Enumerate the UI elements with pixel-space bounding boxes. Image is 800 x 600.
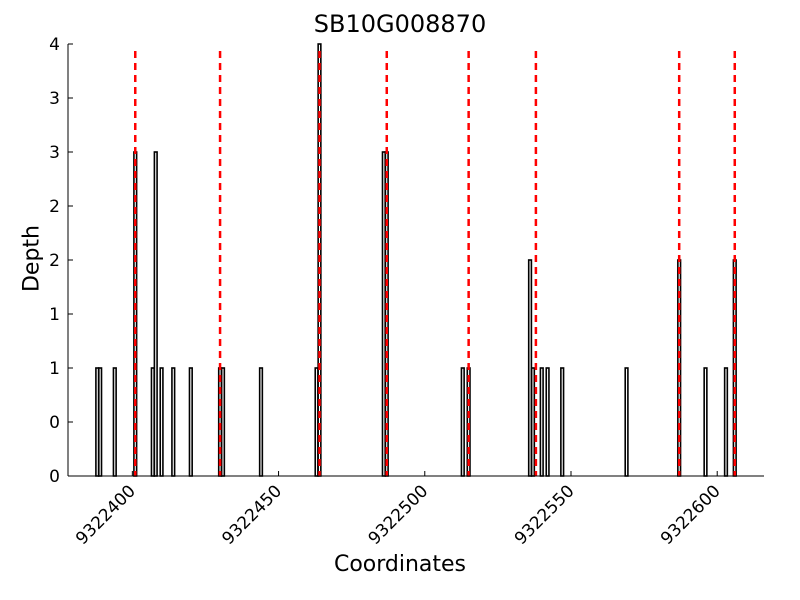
depth-bar	[112, 367, 117, 477]
x-tick-label: 9322500	[365, 481, 433, 549]
x-tick-label: 9322450	[218, 481, 286, 549]
depth-bar	[560, 367, 565, 477]
depth-bar	[624, 367, 629, 477]
y-tick-label: 1	[49, 305, 60, 325]
depth-bar	[153, 151, 158, 477]
depth-bar	[545, 367, 550, 477]
depth-bar	[171, 367, 176, 477]
depth-bar	[159, 367, 164, 477]
depth-bar	[188, 367, 193, 477]
y-tick-label: 2	[49, 197, 60, 217]
y-tick-label: 0	[49, 467, 60, 487]
y-tick-label: 3	[49, 143, 60, 163]
y-tick-label: 0	[49, 413, 60, 433]
depth-bar	[220, 367, 226, 477]
depth-bar	[98, 367, 103, 477]
y-tick-label: 2	[49, 251, 60, 271]
y-tick-label: 4	[49, 35, 60, 55]
depth-bar	[530, 367, 536, 477]
depth-bar	[258, 367, 264, 477]
depth-bar	[723, 367, 729, 477]
x-tick-label: 9322550	[511, 481, 579, 549]
y-tick-label: 3	[49, 89, 60, 109]
depth-bar	[703, 367, 708, 477]
chart-title: SB10G008870	[313, 10, 487, 38]
x-tick-label: 9322400	[72, 481, 140, 549]
x-axis-label: Coordinates	[333, 552, 467, 577]
depth-bar	[539, 367, 544, 477]
depth-bar	[460, 367, 465, 477]
x-tick-label: 9322600	[657, 481, 725, 549]
y-tick-label: 1	[49, 359, 60, 379]
